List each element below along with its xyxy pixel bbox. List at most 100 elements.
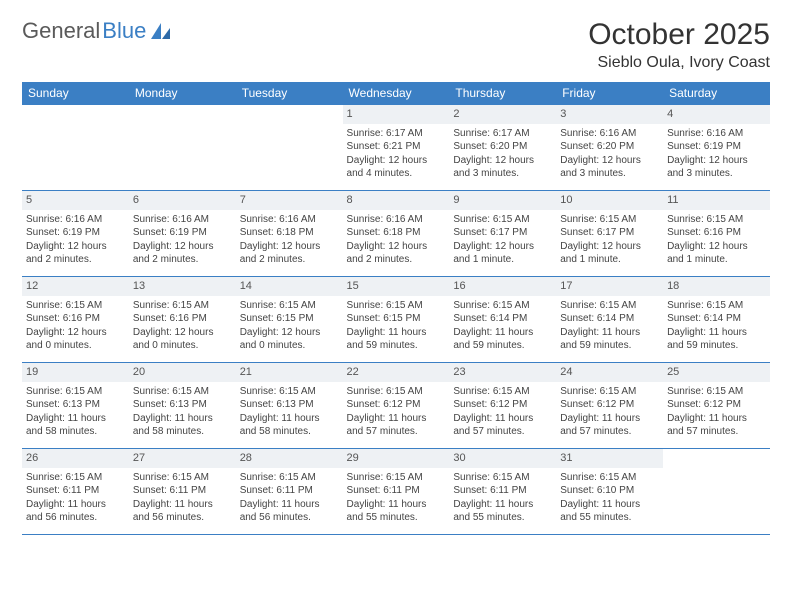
daylight-text: Daylight: 11 hours (240, 412, 339, 426)
sunrise-text: Sunrise: 6:16 AM (667, 127, 766, 141)
sunrise-text: Sunrise: 6:15 AM (347, 385, 446, 399)
sunset-text: Sunset: 6:12 PM (453, 398, 552, 412)
weekday-header: Saturday (663, 82, 770, 105)
daylight-text: Daylight: 11 hours (240, 498, 339, 512)
calendar-cell: 13 Sunrise: 6:15 AMSunset: 6:16 PMDayligh… (129, 277, 236, 363)
sunset-text: Sunset: 6:21 PM (347, 140, 446, 154)
day-number: 14 (236, 277, 343, 296)
sunset-text: Sunset: 6:13 PM (133, 398, 232, 412)
day-number: 7 (236, 191, 343, 210)
sunrise-text: Sunrise: 6:15 AM (667, 385, 766, 399)
daylight-text: and 4 minutes. (347, 167, 446, 181)
daylight-text: Daylight: 11 hours (667, 412, 766, 426)
daylight-text: Daylight: 11 hours (26, 498, 125, 512)
daylight-text: and 2 minutes. (26, 253, 125, 267)
calendar-cell: 7Sunrise: 6:16 AMSunset: 6:18 PMDaylight… (236, 191, 343, 277)
daylight-text: and 57 minutes. (667, 425, 766, 439)
logo: GeneralBlue (22, 18, 172, 44)
sunrise-text: Sunrise: 6:15 AM (347, 471, 446, 485)
day-number: 31 (556, 449, 663, 468)
sunset-text: Sunset: 6:12 PM (560, 398, 659, 412)
sunset-text: Sunset: 6:13 PM (240, 398, 339, 412)
day-number: 30 (449, 449, 556, 468)
day-number: 13 (129, 277, 236, 296)
calendar-body: ...1Sunrise: 6:17 AMSunset: 6:21 PMDayli… (22, 105, 770, 535)
calendar-row: 26Sunrise: 6:15 AMSunset: 6:11 PMDayligh… (22, 449, 770, 535)
sunrise-text: Sunrise: 6:16 AM (240, 213, 339, 227)
calendar-cell: 15Sunrise: 6:15 AMSunset: 6:15 PMDayligh… (343, 277, 450, 363)
sunset-text: Sunset: 6:13 PM (26, 398, 125, 412)
sunrise-text: Sunrise: 6:15 AM (453, 385, 552, 399)
sunset-text: Sunset: 6:19 PM (133, 226, 232, 240)
sunrise-text: Sunrise: 6:15 AM (240, 471, 339, 485)
sunset-text: Sunset: 6:11 PM (347, 484, 446, 498)
calendar-cell: 30Sunrise: 6:15 AMSunset: 6:11 PMDayligh… (449, 449, 556, 535)
daylight-text: Daylight: 11 hours (453, 412, 552, 426)
calendar-cell: 20Sunrise: 6:15 AMSunset: 6:13 PMDayligh… (129, 363, 236, 449)
sunset-text: Sunset: 6:14 PM (667, 312, 766, 326)
calendar-cell: 21Sunrise: 6:15 AMSunset: 6:13 PMDayligh… (236, 363, 343, 449)
day-number: 21 (236, 363, 343, 382)
day-number: 29 (343, 449, 450, 468)
daylight-text: Daylight: 12 hours (347, 240, 446, 254)
daylight-text: Daylight: 11 hours (26, 412, 125, 426)
sunset-text: Sunset: 6:19 PM (667, 140, 766, 154)
sunset-text: Sunset: 6:20 PM (453, 140, 552, 154)
day-number: 28 (236, 449, 343, 468)
header: GeneralBlue October 2025 Sieblo Oula, Iv… (22, 18, 770, 72)
calendar-row: ...1Sunrise: 6:17 AMSunset: 6:21 PMDayli… (22, 105, 770, 191)
sunrise-text: Sunrise: 6:15 AM (133, 471, 232, 485)
calendar-cell: 22Sunrise: 6:15 AMSunset: 6:12 PMDayligh… (343, 363, 450, 449)
calendar-row: 19Sunrise: 6:15 AMSunset: 6:13 PMDayligh… (22, 363, 770, 449)
sunrise-text: Sunrise: 6:15 AM (667, 213, 766, 227)
sunrise-text: Sunrise: 6:15 AM (26, 471, 125, 485)
daylight-text: and 3 minutes. (453, 167, 552, 181)
daylight-text: and 56 minutes. (240, 511, 339, 525)
weekday-header: Monday (129, 82, 236, 105)
calendar-cell: 3Sunrise: 6:16 AMSunset: 6:20 PMDaylight… (556, 105, 663, 191)
calendar-cell: 18Sunrise: 6:15 AMSunset: 6:14 PMDayligh… (663, 277, 770, 363)
sunset-text: Sunset: 6:16 PM (133, 312, 232, 326)
sunrise-text: Sunrise: 6:16 AM (560, 127, 659, 141)
calendar-row: 12Sunrise: 6:15 AMSunset: 6:16 PMDayligh… (22, 277, 770, 363)
daylight-text: and 59 minutes. (667, 339, 766, 353)
sunset-text: Sunset: 6:19 PM (26, 226, 125, 240)
sunrise-text: Sunrise: 6:15 AM (560, 299, 659, 313)
daylight-text: Daylight: 11 hours (453, 498, 552, 512)
sunrise-text: Sunrise: 6:15 AM (453, 471, 552, 485)
calendar-cell: . (22, 105, 129, 191)
daylight-text: Daylight: 12 hours (240, 326, 339, 340)
sunrise-text: Sunrise: 6:15 AM (560, 385, 659, 399)
daylight-text: and 2 minutes. (133, 253, 232, 267)
day-number: 23 (449, 363, 556, 382)
daylight-text: Daylight: 12 hours (26, 326, 125, 340)
sunrise-text: Sunrise: 6:15 AM (133, 299, 232, 313)
calendar-cell: 5Sunrise: 6:16 AMSunset: 6:19 PMDaylight… (22, 191, 129, 277)
calendar-cell: 17Sunrise: 6:15 AMSunset: 6:14 PMDayligh… (556, 277, 663, 363)
calendar-cell: 14Sunrise: 6:15 AMSunset: 6:15 PMDayligh… (236, 277, 343, 363)
sunset-text: Sunset: 6:17 PM (560, 226, 659, 240)
sunset-text: Sunset: 6:12 PM (667, 398, 766, 412)
daylight-text: and 55 minutes. (347, 511, 446, 525)
daylight-text: Daylight: 11 hours (133, 412, 232, 426)
daylight-text: and 56 minutes. (133, 511, 232, 525)
day-number: 20 (129, 363, 236, 382)
sunrise-text: Sunrise: 6:15 AM (347, 299, 446, 313)
daylight-text: Daylight: 12 hours (560, 154, 659, 168)
day-number: 5 (22, 191, 129, 210)
daylight-text: Daylight: 12 hours (453, 154, 552, 168)
daylight-text: Daylight: 12 hours (133, 326, 232, 340)
day-number: 24 (556, 363, 663, 382)
calendar-cell: . (236, 105, 343, 191)
daylight-text: and 59 minutes. (453, 339, 552, 353)
daylight-text: and 0 minutes. (133, 339, 232, 353)
daylight-text: Daylight: 11 hours (453, 326, 552, 340)
day-number: 2 (449, 105, 556, 124)
day-number: 27 (129, 449, 236, 468)
sunrise-text: Sunrise: 6:17 AM (347, 127, 446, 141)
calendar-cell: 10Sunrise: 6:15 AMSunset: 6:17 PMDayligh… (556, 191, 663, 277)
calendar-cell: 25Sunrise: 6:15 AMSunset: 6:12 PMDayligh… (663, 363, 770, 449)
daylight-text: and 58 minutes. (26, 425, 125, 439)
daylight-text: and 3 minutes. (667, 167, 766, 181)
sunset-text: Sunset: 6:20 PM (560, 140, 659, 154)
